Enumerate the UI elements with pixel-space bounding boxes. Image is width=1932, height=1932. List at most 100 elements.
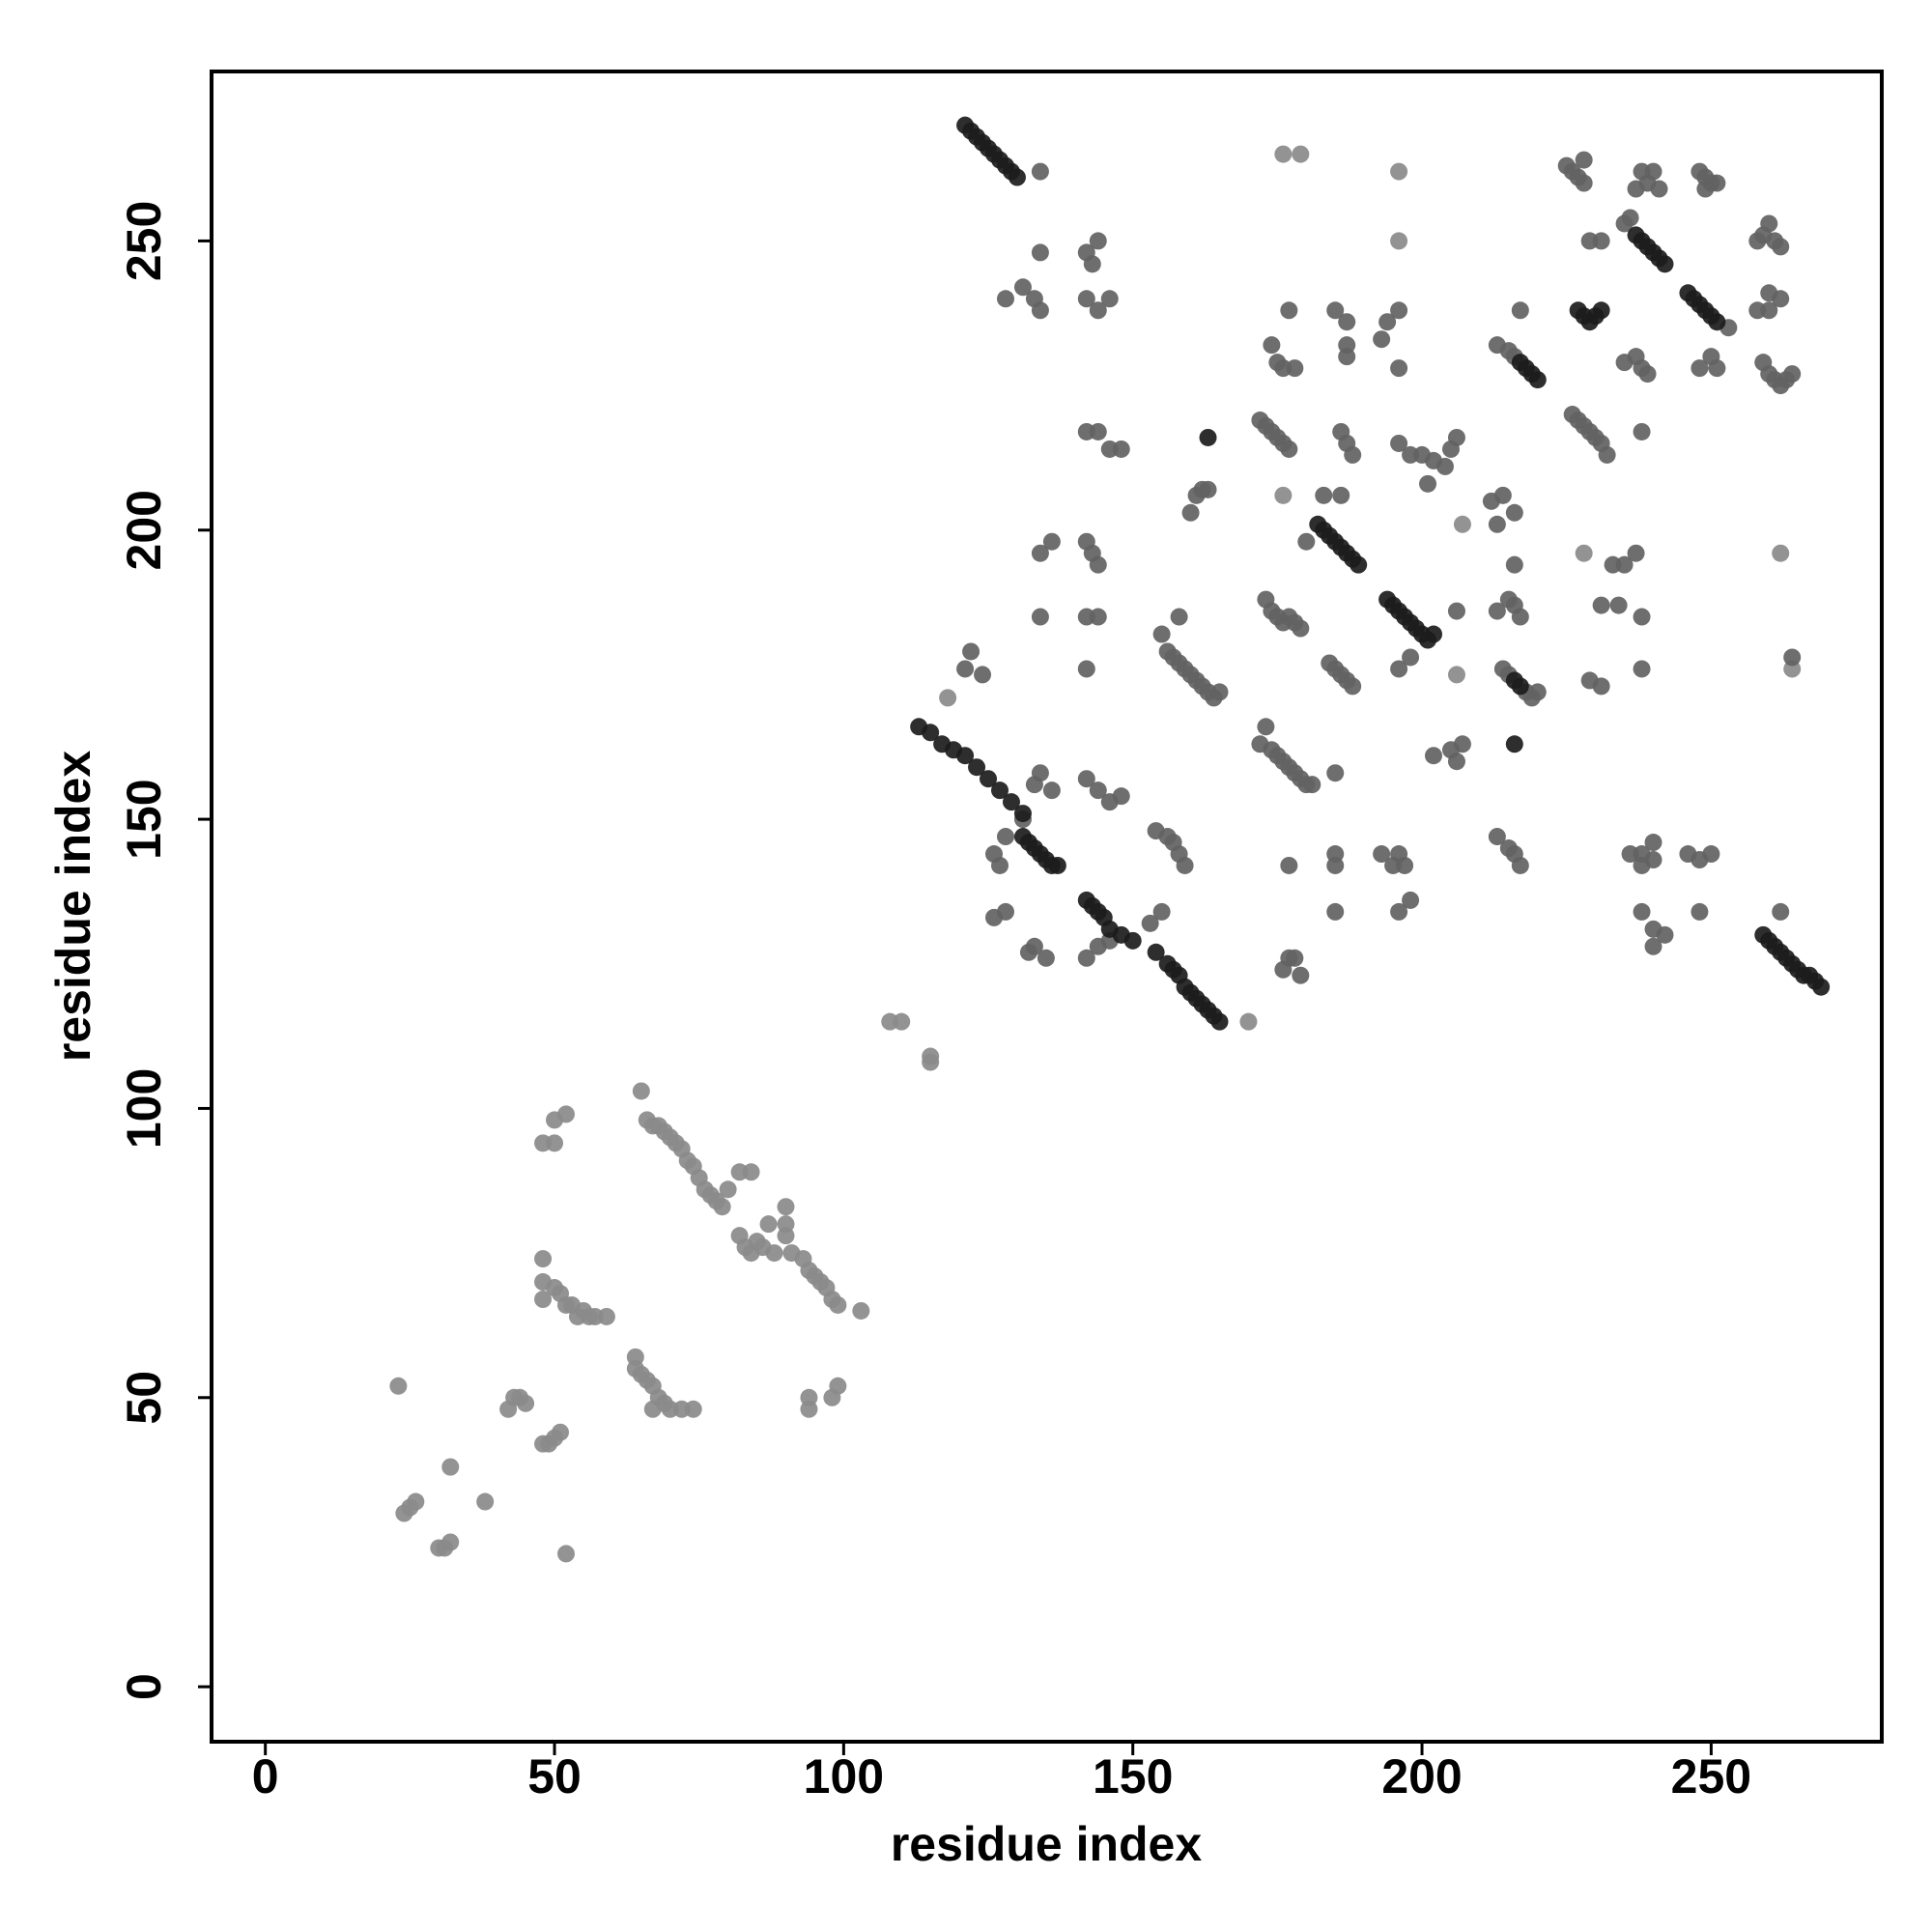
y-tick-label: 50 — [117, 1371, 171, 1425]
point — [1453, 735, 1471, 753]
point — [985, 908, 1004, 926]
point — [476, 1492, 495, 1511]
point — [1089, 301, 1107, 320]
point — [546, 1134, 564, 1152]
point — [1760, 214, 1778, 233]
point — [1031, 162, 1049, 181]
point — [1708, 313, 1726, 331]
point — [1338, 348, 1356, 366]
point — [852, 1301, 870, 1320]
y-tick-label: 0 — [117, 1673, 171, 1700]
point — [980, 770, 998, 788]
point — [1772, 290, 1790, 308]
x-tick-label: 250 — [1671, 1749, 1751, 1804]
point — [1176, 856, 1194, 874]
y-axis-label: residue index — [46, 751, 100, 1063]
y-tick-label: 100 — [117, 1068, 171, 1149]
points — [389, 116, 1831, 1563]
point — [996, 828, 1014, 846]
point — [1425, 747, 1443, 765]
point — [1025, 937, 1043, 955]
point — [1326, 764, 1345, 782]
point — [922, 724, 940, 742]
point — [1390, 359, 1408, 378]
point — [1390, 232, 1408, 250]
point — [893, 1012, 911, 1031]
point — [1575, 544, 1593, 562]
point — [517, 1394, 535, 1412]
point — [1690, 359, 1709, 378]
point — [1390, 162, 1408, 181]
point — [1621, 209, 1639, 227]
point — [1644, 162, 1662, 181]
point — [1390, 301, 1408, 320]
point — [1425, 625, 1443, 643]
point — [643, 1400, 662, 1418]
point — [1505, 735, 1523, 753]
point — [1396, 856, 1414, 874]
x-tick-label: 200 — [1381, 1749, 1462, 1804]
point — [742, 1163, 760, 1181]
x-tick-label: 50 — [527, 1749, 582, 1804]
point — [1280, 301, 1298, 320]
point — [441, 1458, 460, 1476]
point — [1042, 532, 1061, 551]
point — [956, 660, 975, 678]
point — [991, 781, 1009, 800]
point — [1772, 544, 1790, 562]
point — [1638, 365, 1657, 384]
point — [1170, 608, 1188, 626]
point — [1702, 845, 1720, 864]
x-tick-label: 150 — [1093, 1749, 1173, 1804]
point — [1031, 544, 1049, 562]
point — [1772, 238, 1790, 256]
point — [1447, 602, 1465, 620]
point — [1280, 856, 1298, 874]
point — [1592, 232, 1610, 250]
point — [1338, 313, 1356, 331]
point — [1493, 486, 1512, 504]
point — [1123, 931, 1142, 950]
point — [1575, 174, 1593, 192]
point — [991, 856, 1009, 874]
point — [1453, 515, 1471, 533]
point — [1690, 902, 1709, 921]
point — [1274, 145, 1293, 163]
point — [1447, 666, 1465, 684]
point — [1575, 151, 1593, 169]
point — [534, 1250, 553, 1268]
point — [968, 758, 986, 777]
point — [1488, 602, 1506, 620]
point — [922, 1047, 940, 1065]
point — [1696, 180, 1715, 198]
point — [956, 747, 975, 765]
point — [1008, 168, 1026, 186]
point — [719, 1180, 737, 1199]
point — [713, 1198, 731, 1216]
point — [1089, 608, 1107, 626]
point — [1077, 770, 1095, 788]
point — [1447, 753, 1465, 771]
point — [974, 666, 992, 684]
point — [759, 1215, 778, 1234]
point — [1402, 891, 1420, 909]
point — [552, 1423, 570, 1441]
point — [1656, 255, 1674, 273]
point — [1373, 845, 1391, 864]
point — [1390, 434, 1408, 452]
point — [1031, 764, 1049, 782]
point — [1402, 648, 1420, 667]
point — [1257, 718, 1275, 736]
point — [441, 1533, 460, 1551]
point — [1344, 677, 1362, 696]
point — [1633, 902, 1651, 921]
point — [1326, 902, 1345, 921]
point — [1077, 290, 1095, 308]
point — [777, 1227, 795, 1245]
point — [1511, 301, 1529, 320]
point — [996, 290, 1014, 308]
point — [1344, 445, 1362, 464]
point — [1633, 608, 1651, 626]
point — [1812, 978, 1831, 996]
point — [1760, 301, 1778, 320]
